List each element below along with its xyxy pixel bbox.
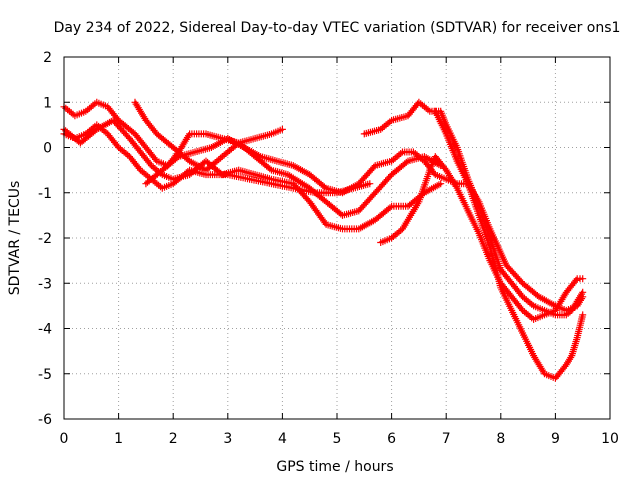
x-tick-label: 1 bbox=[114, 431, 123, 447]
x-tick-label: 5 bbox=[333, 431, 342, 447]
chart-title: Day 234 of 2022, Sidereal Day-to-day VTE… bbox=[54, 20, 621, 36]
y-tick-label: -1 bbox=[38, 186, 52, 202]
x-tick-label: 3 bbox=[223, 431, 232, 447]
x-axis-label: GPS time / hours bbox=[276, 459, 393, 475]
axis-ticks bbox=[63, 56, 611, 420]
x-tick-label: 7 bbox=[442, 431, 451, 447]
y-tick-label: -5 bbox=[38, 367, 52, 383]
y-tick-labels: 2 1 0 -1 -2 -3 -4 -5 -6 bbox=[38, 50, 52, 428]
x-tick-label: 0 bbox=[60, 431, 69, 447]
series-markers bbox=[431, 107, 587, 382]
x-tick-labels: 0 1 2 3 4 5 6 7 8 9 10 bbox=[60, 431, 619, 447]
grid-lines bbox=[64, 57, 610, 419]
x-tick-label: 4 bbox=[278, 431, 287, 447]
y-tick-label: 0 bbox=[43, 141, 52, 157]
series-sat-d bbox=[131, 98, 445, 219]
x-tick-label: 2 bbox=[169, 431, 178, 447]
y-tick-label: -6 bbox=[38, 412, 52, 428]
x-tick-label: 9 bbox=[551, 431, 560, 447]
series-markers bbox=[131, 98, 445, 219]
x-tick-label: 8 bbox=[496, 431, 505, 447]
series-sat-h bbox=[431, 107, 587, 382]
y-axis-label: SDTVAR / TECUs bbox=[7, 181, 23, 296]
y-tick-label: -2 bbox=[38, 231, 52, 247]
x-tick-label: 6 bbox=[387, 431, 396, 447]
y-tick-label: -4 bbox=[38, 322, 52, 338]
series-sat-c bbox=[60, 116, 445, 233]
series-markers bbox=[60, 116, 445, 233]
y-tick-label: -3 bbox=[38, 276, 52, 292]
data-series-group bbox=[60, 98, 587, 382]
y-tick-label: 1 bbox=[43, 95, 52, 111]
x-tick-label: 10 bbox=[601, 431, 619, 447]
y-tick-label: 2 bbox=[43, 50, 52, 66]
